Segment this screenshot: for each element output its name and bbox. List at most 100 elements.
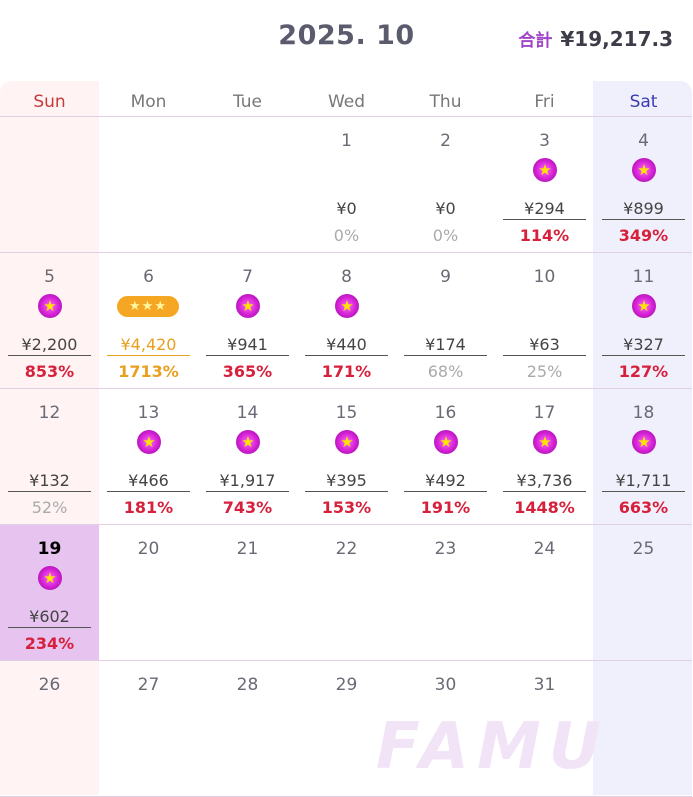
day-percentage: 1713% [118, 362, 179, 381]
day-amount: ¥4,420 [107, 335, 190, 356]
day-number: 31 [533, 675, 556, 695]
day-cell[interactable]: 12 ¥132 52% [0, 389, 99, 524]
day-cell[interactable]: 25 [594, 525, 693, 660]
day-percentage: 153% [321, 498, 372, 517]
day-number: 2 [440, 131, 451, 151]
day-percentage: 114% [519, 226, 570, 245]
day-number: 11 [632, 267, 655, 287]
star-badge-icon: ★ [236, 294, 260, 318]
day-percentage: 743% [222, 498, 273, 517]
weekday-header-row: Sun Mon Tue Wed Thu Fri Sat [0, 81, 692, 117]
star-badge-icon: ★ [236, 430, 260, 454]
day-number: 21 [236, 539, 259, 559]
day-percentage: 127% [618, 362, 669, 381]
day-number: 25 [632, 539, 655, 559]
day-number: 10 [533, 267, 556, 287]
day-amount: ¥602 [8, 607, 91, 628]
day-number: 5 [44, 267, 55, 287]
star-badge-icon: ★ [137, 430, 161, 454]
day-cell[interactable]: 21 [198, 525, 297, 660]
day-percentage: 0% [333, 226, 360, 245]
day-amount: ¥327 [602, 335, 685, 356]
day-cell[interactable]: 3 ★ ¥294 114% [495, 117, 594, 252]
day-cell[interactable]: 23 [396, 525, 495, 660]
day-cell[interactable]: 7 ★ ¥941 365% [198, 253, 297, 388]
day-cell[interactable]: 8 ★ ¥440 171% [297, 253, 396, 388]
day-number: 29 [335, 675, 358, 695]
day-cell[interactable]: 18 ★ ¥1,711 663% [594, 389, 693, 524]
day-amount: ¥492 [404, 471, 487, 492]
day-percentage: 663% [618, 498, 669, 517]
day-cell[interactable]: 6 ★★★ ¥4,420 1713% [99, 253, 198, 388]
week-row: 12 ¥132 52% 13 ★ ¥466 181% 14 ★ ¥1,917 743% 15 ★ ¥395… [0, 389, 692, 525]
day-cell[interactable]: 20 [99, 525, 198, 660]
day-cell[interactable]: 24 [495, 525, 594, 660]
day-cell[interactable]: 31 [495, 661, 594, 796]
day-cell[interactable]: 27 [99, 661, 198, 796]
day-amount: ¥3,736 [503, 471, 586, 492]
day-amount: ¥0 [435, 199, 456, 218]
day-cell[interactable]: 14 ★ ¥1,917 743% [198, 389, 297, 524]
day-cell[interactable]: 15 ★ ¥395 153% [297, 389, 396, 524]
day-number: 19 [37, 539, 62, 559]
calendar-header: 2025. 10 合計 ¥19,217.3 [0, 0, 693, 80]
day-number: 18 [632, 403, 655, 423]
month-title[interactable]: 2025. 10 [278, 20, 415, 51]
weekday-fri: Fri [534, 92, 555, 112]
day-cell[interactable]: 17 ★ ¥3,736 1448% [495, 389, 594, 524]
total-label: 合計 [518, 31, 553, 51]
day-percentage: 171% [321, 362, 372, 381]
day-cell[interactable]: 9 ¥174 68% [396, 253, 495, 388]
weekday-wed: Wed [327, 92, 366, 112]
total-value: ¥19,217.3 [560, 27, 673, 51]
star-badge-icon: ★ [533, 158, 557, 182]
star-badge-icon: ★ [434, 430, 458, 454]
day-amount: ¥1,917 [206, 471, 289, 492]
day-number: 28 [236, 675, 259, 695]
day-cell[interactable]: 2 ¥0 0% [396, 117, 495, 252]
day-cell[interactable]: 1 ¥0 0% [297, 117, 396, 252]
weekday-sat: Sat [629, 92, 658, 112]
day-percentage: 365% [222, 362, 273, 381]
day-percentage: 181% [123, 498, 174, 517]
day-percentage: 1448% [514, 498, 575, 517]
day-number: 7 [242, 267, 253, 287]
day-cell[interactable]: 16 ★ ¥492 191% [396, 389, 495, 524]
day-amount: ¥899 [602, 199, 685, 220]
day-cell[interactable]: 4 ★ ¥899 349% [594, 117, 693, 252]
day-number: 9 [440, 267, 451, 287]
day-cell[interactable]: 29 [297, 661, 396, 796]
star-badge-icon: ★ [632, 430, 656, 454]
day-cell[interactable]: 26 [0, 661, 99, 796]
day-amount: ¥294 [503, 199, 586, 220]
day-percentage: 0% [432, 226, 459, 245]
day-number: 8 [341, 267, 352, 287]
day-percentage: 25% [526, 362, 563, 381]
sunday-column-bg [0, 81, 99, 795]
day-number: 1 [341, 131, 352, 151]
week-row: 5 ★ ¥2,200 853% 6 ★★★ ¥4,420 1713% 7 ★ ¥941 365% 8 ★ ¥… [0, 253, 692, 389]
day-amount: ¥440 [305, 335, 388, 356]
day-percentage: 349% [618, 226, 669, 245]
day-number: 20 [137, 539, 160, 559]
day-amount: ¥1,711 [602, 471, 685, 492]
day-percentage: 853% [24, 362, 75, 381]
day-cell[interactable]: 10 ¥63 25% [495, 253, 594, 388]
week-row: 19 ★ ¥602 234% 20 21 22 23 24 25 [0, 525, 692, 661]
famu-watermark-logo: FAMU [376, 710, 609, 784]
star-badge-icon: ★ [533, 430, 557, 454]
day-cell[interactable]: 11 ★ ¥327 127% [594, 253, 693, 388]
day-cell[interactable]: 28 [198, 661, 297, 796]
day-number: 22 [335, 539, 358, 559]
day-cell[interactable]: 13 ★ ¥466 181% [99, 389, 198, 524]
day-number: 12 [38, 403, 61, 423]
day-cell[interactable]: 5 ★ ¥2,200 853% [0, 253, 99, 388]
day-amount: ¥132 [8, 471, 91, 492]
day-cell[interactable]: 30 [396, 661, 495, 796]
day-cell-today[interactable]: 19 ★ ¥602 234% [0, 525, 99, 660]
triple-star-badge-icon: ★★★ [117, 296, 179, 317]
day-cell[interactable]: 22 [297, 525, 396, 660]
day-amount: ¥63 [503, 335, 586, 356]
day-number: 16 [434, 403, 457, 423]
star-badge-icon: ★ [632, 158, 656, 182]
